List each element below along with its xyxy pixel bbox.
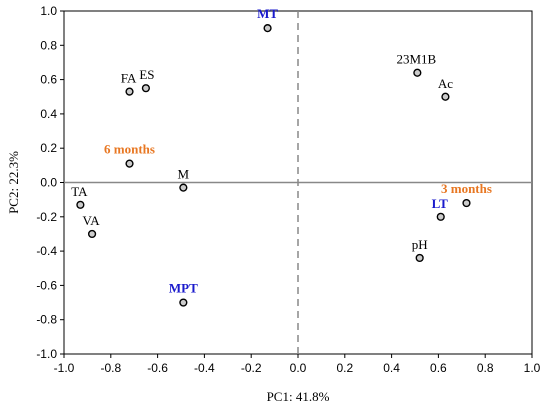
data-point-marker <box>441 92 450 101</box>
y-tick-label: 1.0 <box>40 4 57 18</box>
x-tick-label: -0.2 <box>241 361 262 375</box>
data-point-label: 23M1B <box>396 52 436 67</box>
y-axis-ticks: 1.0 0.8 0.6 0.4 0.2 0.0 -0.2 -0.4 -0.6 -0.8 -1.0 <box>36 4 64 361</box>
data-point-label: 6 months <box>104 142 155 157</box>
data-point-label: FA <box>121 71 137 86</box>
x-tick-label: -0.8 <box>100 361 121 375</box>
data-point-marker <box>413 68 422 77</box>
y-tick-label: -0.6 <box>36 278 57 292</box>
data-point-label: VA <box>83 213 101 228</box>
data-point-label: LT <box>432 196 448 211</box>
x-tick-label: 0.6 <box>430 361 447 375</box>
y-tick-label: -0.4 <box>36 244 57 258</box>
y-axis-title: PC2: 22.3% <box>6 151 21 214</box>
data-point-label: pH <box>412 237 428 252</box>
data-point-marker <box>263 24 272 33</box>
data-point-label: MPT <box>169 281 198 296</box>
y-tick-label: 0.6 <box>40 73 57 87</box>
y-tick-label: 0.0 <box>40 176 57 190</box>
data-point-label: ES <box>139 67 154 82</box>
data-point-label: 3 months <box>441 181 492 196</box>
y-tick-label: -0.2 <box>36 210 57 224</box>
data-point-marker <box>415 253 424 263</box>
data-point-marker <box>179 298 188 307</box>
x-tick-label: 0.2 <box>336 361 353 375</box>
x-tick-label: -1.0 <box>54 361 75 375</box>
data-point-label: Ac <box>438 76 453 91</box>
x-tick-label: 0.4 <box>383 361 400 375</box>
data-point-marker <box>125 159 134 168</box>
data-point-marker <box>436 212 445 221</box>
x-axis-ticks: -1.0 -0.8 -0.6 -0.4 -0.2 0.0 0.2 0.4 0.6 0.8 1.0 <box>54 354 541 375</box>
data-point-label: MT <box>257 6 278 21</box>
y-tick-label: 0.8 <box>40 38 57 52</box>
y-tick-label: -0.8 <box>36 313 57 327</box>
data-point-label: M <box>178 167 190 182</box>
data-point-marker <box>179 183 188 192</box>
x-tick-label: 0.8 <box>477 361 494 375</box>
data-point-label: TA <box>71 184 88 199</box>
y-tick-label: -1.0 <box>36 347 57 361</box>
x-tick-label: -0.6 <box>147 361 168 375</box>
x-tick-label: 0.0 <box>290 361 307 375</box>
y-tick-label: 0.4 <box>40 107 57 121</box>
y-tick-label: 0.2 <box>40 141 57 155</box>
data-point-marker <box>76 200 85 209</box>
x-tick-label: -0.4 <box>194 361 215 375</box>
data-point-marker <box>141 84 151 93</box>
data-point-marker <box>125 87 134 96</box>
x-axis-title: PC1: 41.8% <box>267 389 330 404</box>
data-point-marker <box>462 198 471 208</box>
data-point-marker <box>87 229 97 239</box>
x-tick-label: 1.0 <box>524 361 541 375</box>
